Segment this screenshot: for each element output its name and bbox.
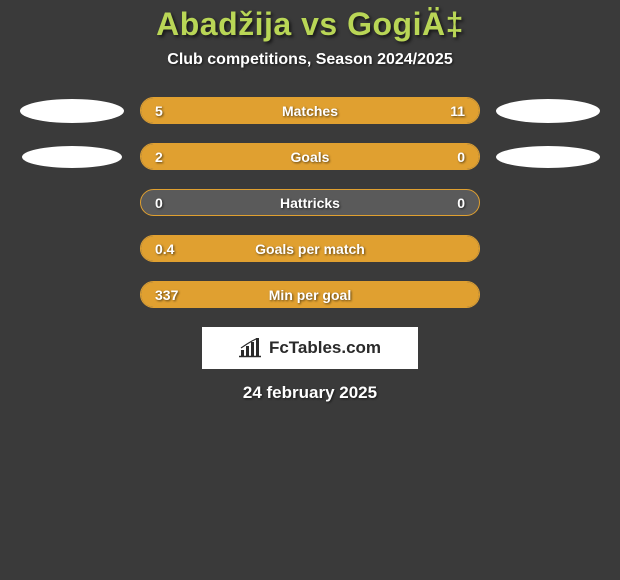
logo-box: FcTables.com (202, 327, 418, 369)
stat-row: 00Hattricks (0, 189, 620, 216)
chart-icon (239, 338, 263, 358)
stat-label: Goals per match (141, 236, 479, 261)
stat-bar: 0.4Goals per match (140, 235, 480, 262)
stat-label: Min per goal (141, 282, 479, 307)
page-title: Abadžija vs GogiÄ‡ (0, 6, 620, 43)
stat-label: Matches (141, 98, 479, 123)
logo-text: FcTables.com (269, 338, 381, 358)
stat-label: Goals (141, 144, 479, 169)
stats-area: 511Matches 20Goals 00Hattricks 0.4Goals per… (0, 97, 620, 308)
player-badge-left (20, 99, 124, 123)
stat-left-slot (20, 146, 140, 168)
player-badge-right (496, 99, 600, 123)
stat-bar: 20Goals (140, 143, 480, 170)
footer-date: 24 february 2025 (0, 383, 620, 403)
player-badge-right (496, 146, 600, 168)
stat-row: 337Min per goal (0, 281, 620, 308)
stat-right-slot (480, 99, 600, 123)
stat-row: 511Matches (0, 97, 620, 124)
stat-bar: 00Hattricks (140, 189, 480, 216)
stat-label: Hattricks (141, 190, 479, 215)
stat-right-slot (480, 146, 600, 168)
stat-row: 20Goals (0, 143, 620, 170)
comparison-container: Abadžija vs GogiÄ‡ Club competitions, Se… (0, 0, 620, 580)
logo-inner: FcTables.com (239, 338, 381, 358)
player-badge-left (22, 146, 122, 168)
stat-bar: 511Matches (140, 97, 480, 124)
page-subtitle: Club competitions, Season 2024/2025 (0, 51, 620, 69)
stat-left-slot (20, 99, 140, 123)
stat-row: 0.4Goals per match (0, 235, 620, 262)
stat-bar: 337Min per goal (140, 281, 480, 308)
